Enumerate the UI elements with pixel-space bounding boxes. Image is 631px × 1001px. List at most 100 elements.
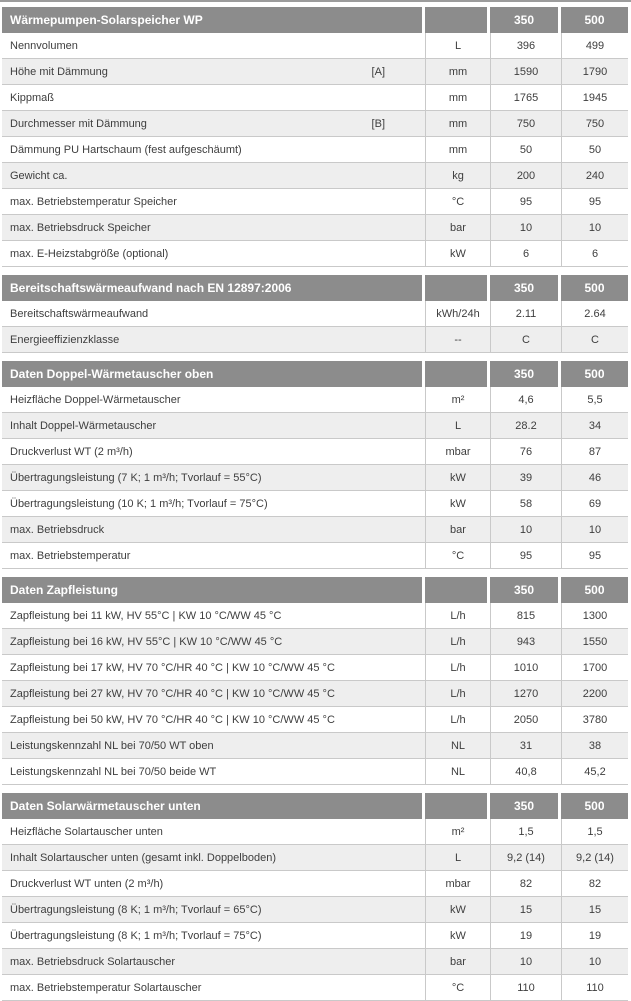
table-row: Nennvolumen L 396 499 (2, 33, 628, 59)
section-title: Wärmepumpen-Solarspeicher WP (2, 7, 422, 33)
row-label: Zapfleistung bei 16 kW, HV 55°C | KW 10 … (10, 635, 283, 648)
row-unit: L (425, 845, 490, 870)
row-value-500: 19 (561, 923, 628, 948)
row-value-500: 750 (561, 111, 628, 136)
row-label: Leistungskennzahl NL bei 70/50 beide WT (10, 765, 217, 778)
row-label: Höhe mit Dämmung (10, 65, 108, 78)
row-label: Durchmesser mit Dämmung (10, 117, 147, 130)
row-label: Zapfleistung bei 50 kW, HV 70 °C/HR 40 °… (10, 713, 335, 726)
row-label: Energieeffizienzklasse (10, 333, 120, 346)
row-value-500: 50 (561, 137, 628, 162)
row-label-cell: Zapfleistung bei 16 kW, HV 55°C | KW 10 … (2, 629, 425, 654)
table-row: Dämmung PU Hartschaum (fest aufgeschäumt… (2, 137, 628, 163)
row-value-500: 82 (561, 871, 628, 896)
row-value-350: 76 (490, 439, 561, 464)
row-value-350: 10 (490, 517, 561, 542)
row-unit: L (425, 413, 490, 438)
section-header-row: Wärmepumpen-Solarspeicher WP 350 500 (2, 7, 628, 33)
row-label-cell: max. Betriebstemperatur Speicher (2, 189, 425, 214)
row-label: Übertragungsleistung (10 K; 1 m³/h; Tvor… (10, 497, 268, 510)
row-label-cell: max. E-Heizstabgröße (optional) (2, 241, 425, 266)
row-label-cell: Kippmaß (2, 85, 425, 110)
row-value-500: 45,2 (561, 759, 628, 784)
row-value-350: 1,5 (490, 819, 561, 844)
row-label-cell: Zapfleistung bei 17 kW, HV 70 °C/HR 40 °… (2, 655, 425, 680)
row-value-350: 6 (490, 241, 561, 266)
section-header-row: Bereitschaftswärmeaufwand nach EN 12897:… (2, 275, 628, 301)
top-rule (0, 0, 631, 2)
row-value-350: 2.11 (490, 301, 561, 326)
section-rows: Nennvolumen L 396 499 Höhe mit Dämmung [… (2, 33, 628, 267)
table-row: Übertragungsleistung (10 K; 1 m³/h; Tvor… (2, 491, 628, 517)
table-row: Kippmaß mm 1765 1945 (2, 85, 628, 111)
row-label: max. E-Heizstabgröße (optional) (10, 247, 169, 260)
row-value-500: 2.64 (561, 301, 628, 326)
row-value-350: 943 (490, 629, 561, 654)
row-label: Inhalt Solartauscher unten (gesamt inkl.… (10, 851, 276, 864)
table-row: max. Betriebstemperatur Speicher °C 95 9… (2, 189, 628, 215)
row-label: Bereitschaftswärmeaufwand (10, 307, 149, 320)
row-label-cell: Heizfläche Doppel-Wärmetauscher (2, 387, 425, 412)
table-section: Daten Doppel-Wärmetauscher oben 350 500 … (2, 361, 628, 569)
row-value-500: 46 (561, 465, 628, 490)
table-row: Druckverlust WT unten (2 m³/h) mbar 82 8… (2, 871, 628, 897)
row-value-500: 2200 (561, 681, 628, 706)
row-label-cell: Übertragungsleistung (8 K; 1 m³/h; Tvorl… (2, 923, 425, 948)
row-value-500: 9,2 (14) (561, 845, 628, 870)
row-value-500: 5,5 (561, 387, 628, 412)
row-value-500: 1700 (561, 655, 628, 680)
row-value-350: 58 (490, 491, 561, 516)
row-label-cell: Leistungskennzahl NL bei 70/50 WT oben (2, 733, 425, 758)
dimension-ref-label: [A] (371, 65, 385, 78)
section-title: Daten Doppel-Wärmetauscher oben (2, 361, 422, 387)
section-header-unit-cell (425, 275, 487, 301)
column-header-350: 350 (490, 793, 558, 819)
row-label-cell: max. Betriebsdruck (2, 517, 425, 542)
row-unit: kW (425, 465, 490, 490)
row-unit: mm (425, 137, 490, 162)
row-label-cell: Zapfleistung bei 27 kW, HV 70 °C/HR 40 °… (2, 681, 425, 706)
row-label-cell: Druckverlust WT unten (2 m³/h) (2, 871, 425, 896)
section-header-row: Daten Doppel-Wärmetauscher oben 350 500 (2, 361, 628, 387)
row-label: max. Betriebsdruck Speicher (10, 221, 151, 234)
row-unit: NL (425, 759, 490, 784)
row-label: Übertragungsleistung (8 K; 1 m³/h; Tvorl… (10, 903, 262, 916)
row-value-350: 50 (490, 137, 561, 162)
row-value-500: 240 (561, 163, 628, 188)
row-label-cell: Höhe mit Dämmung [A] (2, 59, 425, 84)
column-header-500: 500 (561, 7, 628, 33)
row-label-cell: Dämmung PU Hartschaum (fest aufgeschäumt… (2, 137, 425, 162)
section-header-unit-cell (425, 7, 487, 33)
column-header-500: 500 (561, 577, 628, 603)
row-value-350: 110 (490, 975, 561, 1000)
table-row: Heizfläche Doppel-Wärmetauscher m² 4,6 5… (2, 387, 628, 413)
row-label-cell: Inhalt Doppel-Wärmetauscher (2, 413, 425, 438)
row-unit: m² (425, 819, 490, 844)
row-unit: mm (425, 85, 490, 110)
column-header-350: 350 (490, 577, 558, 603)
row-label: Inhalt Doppel-Wärmetauscher (10, 419, 157, 432)
row-label: max. Betriebsdruck (10, 523, 105, 536)
dimension-ref-label: [B] (371, 117, 385, 130)
row-unit: kg (425, 163, 490, 188)
row-value-350: 40,8 (490, 759, 561, 784)
row-label-cell: Heizfläche Solartauscher unten (2, 819, 425, 844)
table-row: Übertragungsleistung (8 K; 1 m³/h; Tvorl… (2, 923, 628, 949)
row-label-cell: Übertragungsleistung (10 K; 1 m³/h; Tvor… (2, 491, 425, 516)
row-label: Leistungskennzahl NL bei 70/50 WT oben (10, 739, 214, 752)
row-value-350: 1765 (490, 85, 561, 110)
row-label: Übertragungsleistung (8 K; 1 m³/h; Tvorl… (10, 929, 262, 942)
row-unit: mbar (425, 439, 490, 464)
column-header-350: 350 (490, 275, 558, 301)
row-value-350: 815 (490, 603, 561, 628)
row-value-350: 750 (490, 111, 561, 136)
column-header-500: 500 (561, 361, 628, 387)
row-value-350: 95 (490, 189, 561, 214)
table-row: max. Betriebsdruck bar 10 10 (2, 517, 628, 543)
row-value-500: 1945 (561, 85, 628, 110)
row-value-350: C (490, 327, 561, 352)
row-unit: L/h (425, 629, 490, 654)
row-value-350: 1010 (490, 655, 561, 680)
row-unit: bar (425, 517, 490, 542)
section-title: Daten Zapfleistung (2, 577, 422, 603)
